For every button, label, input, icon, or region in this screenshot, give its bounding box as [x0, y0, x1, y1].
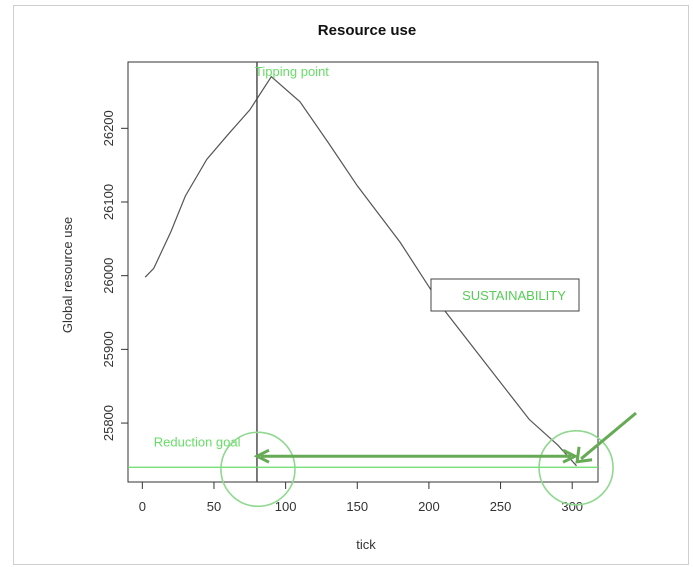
chart-title: Resource use [318, 22, 416, 39]
highlight-circle-tipping [220, 431, 296, 508]
y-tick-label-26000: 26000 [101, 258, 116, 294]
highlight-circle-end [538, 429, 614, 506]
x-tick-label-150: 150 [346, 499, 368, 514]
y-tick-label-25800: 25800 [101, 405, 116, 441]
sustainability-label: SUSTAINABILITY [462, 288, 566, 303]
x-tick-label-200: 200 [418, 499, 440, 514]
y-tick-label-26200: 26200 [101, 110, 116, 146]
double-arrow-right-head [562, 448, 579, 464]
series-line-0 [144, 75, 577, 467]
x-tick-label-50: 50 [207, 499, 221, 514]
y-axis-label: Global resource use [60, 217, 75, 333]
double-arrow [253, 448, 579, 464]
pointer-arrow [575, 411, 637, 464]
x-tick-label-300: 300 [561, 499, 583, 514]
reduction-goal-label: Reduction goal [154, 434, 241, 449]
y-axis: 25800 25900 26000 26100 26200 [101, 110, 129, 441]
x-axis-label: tick [356, 537, 376, 552]
pointer-arrow-shaft [580, 411, 637, 460]
pointer-arrow-head [575, 446, 593, 464]
y-tick-label-25900: 25900 [101, 331, 116, 367]
x-tick-label-0: 0 [139, 499, 146, 514]
x-axis: 0 50 100 150 200 250 300 [139, 481, 583, 514]
annotation-layer: Tipping point Reduction goal SUSTAINABIL… [128, 62, 637, 508]
series-layer [144, 75, 577, 467]
sustainability-box [430, 278, 580, 312]
x-tick-label-100: 100 [275, 499, 297, 514]
x-tick-label-250: 250 [490, 499, 512, 514]
plot-area-border [127, 61, 599, 483]
y-tick-label-26100: 26100 [101, 184, 116, 220]
tipping-point-label: Tipping point [255, 64, 329, 79]
double-arrow-left-head [253, 448, 270, 464]
